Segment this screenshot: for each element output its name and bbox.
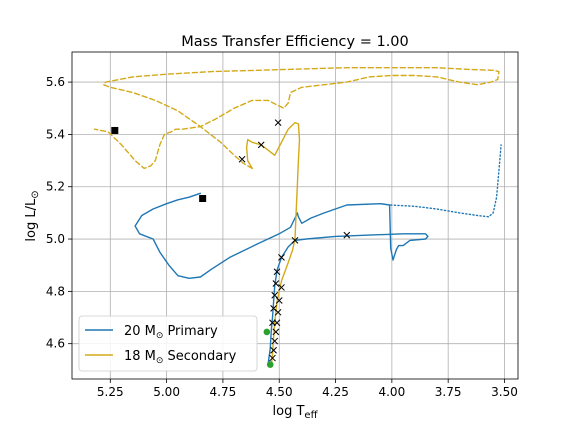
series-line-1-dotted — [390, 144, 502, 218]
x-tick-label: 4.25 — [322, 385, 349, 399]
chart-title: Mass Transfer Efficiency = 1.00 — [181, 34, 409, 50]
cross-marker — [238, 155, 246, 163]
y-axis-label-main: log L/L — [24, 198, 39, 242]
cross-marker — [271, 291, 279, 299]
legend-label-secondary: 18 M⊙ Secondary — [124, 349, 237, 366]
cross-marker — [272, 328, 280, 336]
square-marker — [199, 194, 207, 202]
legend-secondary-role: Secondary — [167, 349, 236, 364]
x-tick-label: 4.00 — [378, 385, 405, 399]
cross-marker — [273, 268, 281, 276]
series-line-2-solid — [245, 121, 301, 367]
cross-marker — [271, 337, 279, 345]
y-tick-label: 5.6 — [46, 75, 65, 89]
green-dot-marker — [266, 361, 274, 368]
series-line-3-dashed — [93, 67, 500, 170]
square-marker — [111, 126, 119, 134]
x-tick-label: 3.75 — [435, 385, 462, 399]
x-tick-label: 5.25 — [97, 385, 124, 399]
y-tick-label: 5.2 — [46, 180, 65, 194]
x-tick-label: 5.00 — [153, 385, 180, 399]
grid-lines — [72, 52, 518, 379]
series-line-0-solid — [134, 192, 429, 366]
cross-marker — [257, 141, 265, 149]
cross-marker — [274, 119, 282, 126]
legend-secondary-mass: 18 M — [124, 349, 156, 364]
cross-marker — [273, 319, 281, 327]
legend-primary-mass: 20 M — [124, 324, 156, 339]
legend-secondary-sun: ⊙ — [156, 356, 164, 366]
legend-label-primary: 20 M⊙ Primary — [124, 324, 218, 341]
x-axis-label-main: log T — [273, 404, 305, 419]
x-tick-label: 4.75 — [210, 385, 237, 399]
x-axis-label-sub: eff — [304, 410, 318, 421]
x-tick-label: 4.50 — [266, 385, 293, 399]
cross-marker — [274, 308, 282, 316]
y-tick-label: 5.0 — [46, 232, 65, 246]
cross-marker — [291, 236, 299, 244]
cross-marker — [343, 231, 351, 239]
series-layer — [93, 67, 502, 367]
legend-box — [78, 315, 258, 372]
y-axis-ticks: 4.6 4.8 5.0 5.2 5.4 5.6 — [46, 75, 72, 351]
cross-marker — [269, 354, 276, 362]
y-axis-label-sup: ⊙ — [30, 190, 41, 198]
cross-marker — [275, 297, 283, 304]
plot-frame — [71, 51, 519, 380]
y-tick-label: 5.4 — [46, 127, 65, 141]
legend: 20 M⊙ Primary 18 M⊙ Secondary — [78, 315, 258, 372]
legend-primary-role: Primary — [167, 324, 218, 339]
legend-primary-sun: ⊙ — [156, 331, 164, 341]
y-tick-label: 4.6 — [46, 337, 65, 351]
cross-marker — [278, 254, 285, 261]
cross-marker — [272, 280, 280, 287]
y-axis-label: log L/L⊙ — [24, 190, 41, 241]
x-axis-ticks: 5.25 5.00 4.75 4.50 4.25 4.00 3.75 3.50 — [97, 379, 518, 399]
cross-marker — [270, 346, 277, 354]
green-dot-marker — [263, 328, 271, 336]
cross-marker — [278, 284, 285, 291]
marker-layer — [111, 119, 351, 368]
x-tick-label: 3.50 — [491, 385, 518, 399]
x-axis-label: log Teff — [273, 404, 319, 421]
y-tick-label: 4.8 — [46, 284, 65, 298]
